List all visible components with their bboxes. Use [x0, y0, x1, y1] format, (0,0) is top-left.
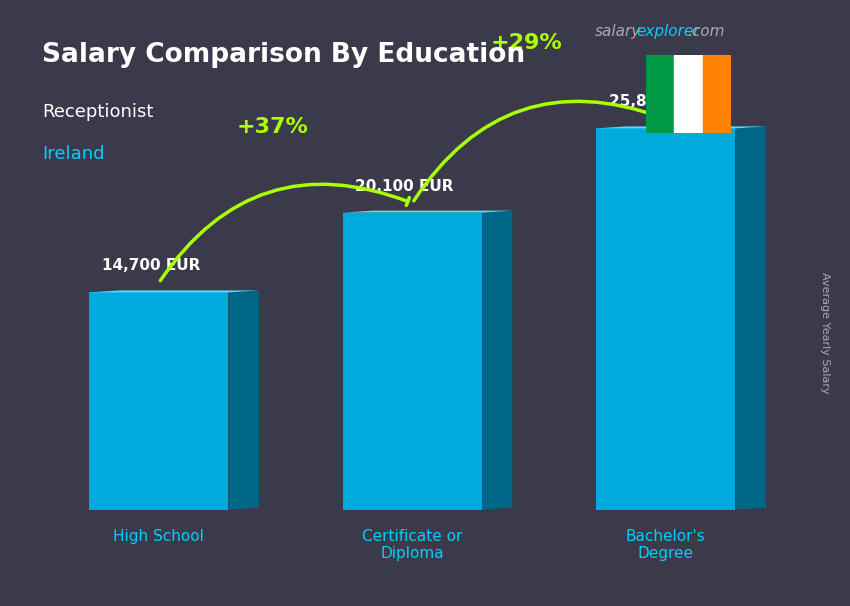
Text: 20,100 EUR: 20,100 EUR [355, 179, 454, 194]
Text: Bachelor's
Degree: Bachelor's Degree [626, 528, 706, 561]
Text: Ireland: Ireland [42, 145, 105, 164]
Polygon shape [596, 128, 735, 510]
Polygon shape [343, 211, 513, 213]
Polygon shape [482, 211, 513, 510]
Text: High School: High School [113, 528, 204, 544]
Polygon shape [596, 127, 766, 128]
Polygon shape [89, 290, 259, 293]
Text: 25,800 EUR: 25,800 EUR [609, 95, 707, 110]
Text: 14,700 EUR: 14,700 EUR [102, 259, 200, 273]
Text: Certificate or
Diploma: Certificate or Diploma [362, 528, 462, 561]
Text: +29%: +29% [490, 33, 562, 53]
Bar [674, 55, 703, 133]
Polygon shape [89, 293, 229, 510]
Polygon shape [343, 213, 482, 510]
Text: +37%: +37% [237, 118, 309, 138]
Text: Salary Comparison By Education: Salary Comparison By Education [42, 42, 525, 68]
Text: salary: salary [595, 24, 641, 39]
Text: Average Yearly Salary: Average Yearly Salary [819, 273, 830, 394]
Bar [703, 55, 731, 133]
Text: Receptionist: Receptionist [42, 103, 154, 121]
Polygon shape [735, 127, 766, 510]
Text: explorer: explorer [636, 24, 700, 39]
Bar [646, 55, 674, 133]
Polygon shape [229, 290, 259, 510]
Text: .com: .com [687, 24, 724, 39]
